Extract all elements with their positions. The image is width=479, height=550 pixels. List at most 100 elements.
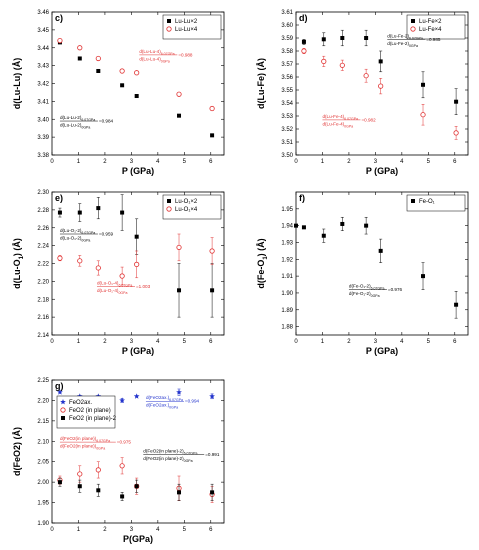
annotation-value: =0.994 — [185, 399, 200, 404]
annotation-denominator-subscript: 0GPa — [81, 126, 90, 130]
y-axis-label-subscript: 1 — [19, 255, 25, 259]
y-tick-label: 3.46 — [37, 10, 49, 16]
annotation-denominator-subscript: 0GPa — [118, 291, 127, 295]
annotation-numerator-subscript: 6.07GPa — [81, 118, 95, 122]
data-point — [176, 91, 182, 97]
data-point — [421, 274, 426, 279]
y-tick-label: 2.05 — [37, 460, 49, 466]
legend-marker — [166, 206, 172, 212]
annotation-numerator-text: d(FeO2(in plane)) — [60, 436, 97, 441]
data-point — [120, 83, 125, 88]
annotation-denominator-text: d(Lu-Lu-2) — [60, 123, 82, 128]
legend-entry: Lu-O₁×4 — [175, 207, 198, 213]
data-point — [378, 248, 383, 253]
x-tick-label: 0 — [294, 159, 298, 165]
x-tick-label: 1 — [77, 159, 81, 165]
y-axis-label-tail: ) (Å) — [12, 238, 22, 256]
data-point — [119, 273, 125, 279]
annotation-numerator-text: d(Lu-Fe-4) — [322, 114, 344, 119]
annotation-numerator: d(Lu-Fe-4)6.07GPa — [322, 114, 358, 121]
legend-entry: Lu-Lu×2 — [175, 19, 198, 25]
y-tick-label: 1.95 — [37, 501, 49, 507]
y-tick-label: 2.16 — [37, 315, 49, 321]
annotation-numerator-subscript: 6.07GPa — [118, 284, 132, 288]
annotation-denominator-subscript: 0GPa — [344, 124, 353, 128]
legend-entry: Fe-O₁ — [419, 199, 435, 205]
annotation-denominator: d(Lu-Lu-2)0GPa — [60, 123, 90, 130]
data-point — [77, 484, 82, 489]
y-tick-label: 1.92 — [281, 257, 293, 263]
x-tick-label: 5 — [183, 527, 187, 533]
annotation-numerator: d(FeO2(in plane)-2)6.07GPa — [143, 448, 197, 455]
y-tick-label: 3.39 — [37, 135, 49, 141]
x-tick-label: 6 — [453, 339, 457, 345]
legend: Lu-Lu×2 Lu-Lu×4 — [162, 14, 222, 40]
y-tick-label: 3.56 — [281, 75, 293, 81]
series-1 — [294, 216, 459, 319]
y-tick-label: 1.93 — [281, 240, 293, 246]
series-3 — [57, 477, 215, 501]
annotation-denominator: d(Lu-Lu-4)0GPa — [139, 56, 169, 63]
y-tick-label: 1.88 — [281, 325, 293, 331]
data-point — [364, 223, 369, 228]
annotation-denominator-text: d(Fe-O₁-2) — [349, 291, 371, 296]
annotation-denominator: d(Lu-O₁-4)0GPa — [97, 288, 127, 295]
series-1 — [57, 194, 215, 318]
chart-panel-1: c) 0 1 2 3 4 5 6 3.38 3.39 3.40 3.41 3.42 3.43 3.44 3.4… — [12, 10, 225, 176]
y-tick-label: 1.91 — [281, 274, 293, 280]
data-point — [177, 490, 182, 495]
annotation-value: =0.975 — [117, 440, 132, 445]
data-point — [96, 488, 101, 493]
annotation-denominator: d(FeO2(in plane))0GPa — [60, 444, 105, 451]
data-point — [119, 68, 125, 74]
data-point — [57, 37, 63, 44]
y-axis-label-main: d(FeO2) (Å) — [12, 427, 22, 476]
annotation-numerator-subscript: 6.07GPa — [161, 52, 175, 56]
data-point — [301, 225, 306, 230]
y-axis-label: d(Lu-O1) (Å) — [12, 238, 25, 289]
annotation-denominator-text: d(Lu-O₁-4) — [97, 288, 119, 293]
y-tick-label: 1.94 — [281, 224, 293, 230]
y-tick-label: 2.10 — [37, 439, 49, 445]
data-point — [210, 133, 215, 138]
y-axis-label: d(FeO2) (Å) — [12, 427, 22, 476]
x-tick-label: 0 — [50, 527, 54, 533]
chart-panel-3: e) 0 1 2 3 4 5 6 2.14 2.16 2.18 2.20 2.22 2.24 2.26 2.2… — [12, 190, 225, 356]
x-tick-label: 2 — [103, 159, 107, 165]
data-point — [57, 389, 63, 395]
chart-panel-4: f) 0 1 2 3 4 5 6 1.88 1.89 1.90 1.91 1.92 1.93 1.94 1.9… — [256, 191, 469, 356]
annotation-numerator-subscript: 6.07GPa — [371, 287, 385, 291]
data-point — [301, 39, 306, 44]
annotation-numerator-subscript: 6.07GPa — [184, 451, 198, 455]
legend-box — [162, 14, 222, 40]
data-point — [95, 265, 101, 271]
data-point — [77, 56, 82, 61]
y-tick-label: 1.90 — [37, 521, 49, 527]
data-point — [133, 393, 140, 399]
y-tick-label: 3.43 — [37, 64, 49, 70]
data-point — [120, 210, 125, 215]
annotation-numerator-text: d(Lu-Lu-4) — [139, 49, 161, 54]
x-axis-label: P (GPa) — [122, 346, 154, 356]
x-tick-label: 4 — [400, 339, 404, 345]
data-point — [176, 244, 182, 251]
data-point — [339, 62, 345, 68]
data-point — [96, 68, 101, 73]
x-axis-label: P(GPa) — [123, 534, 153, 544]
data-point — [176, 389, 182, 395]
data-point — [57, 480, 62, 485]
annotation-denominator-subscript: 0GPa — [161, 59, 170, 63]
y-axis-label-main: d(Fe-O — [256, 260, 266, 289]
annotation-denominator-text: d(FeO2(in plane)) — [60, 444, 97, 449]
y-tick-label: 3.61 — [281, 10, 293, 16]
x-axis-label: P (GPa) — [366, 166, 398, 176]
y-tick-label: 3.40 — [37, 117, 49, 123]
data-point — [57, 255, 63, 261]
annotation-numerator: d(Lu-Fe-2)6.07GPa — [387, 33, 423, 40]
legend: Lu-O₁×2 Lu-O₁×4 — [162, 194, 222, 220]
y-tick-label: 2.28 — [37, 208, 49, 214]
annotation-value: =0.991 — [205, 452, 220, 457]
